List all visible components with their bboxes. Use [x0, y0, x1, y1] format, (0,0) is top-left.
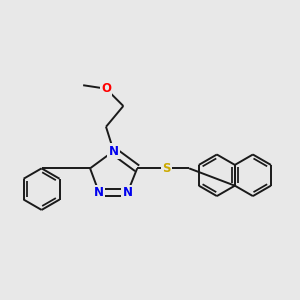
- Text: S: S: [162, 162, 170, 175]
- Text: N: N: [94, 186, 104, 199]
- Text: N: N: [122, 186, 133, 199]
- Text: N: N: [109, 145, 118, 158]
- Text: O: O: [101, 82, 111, 95]
